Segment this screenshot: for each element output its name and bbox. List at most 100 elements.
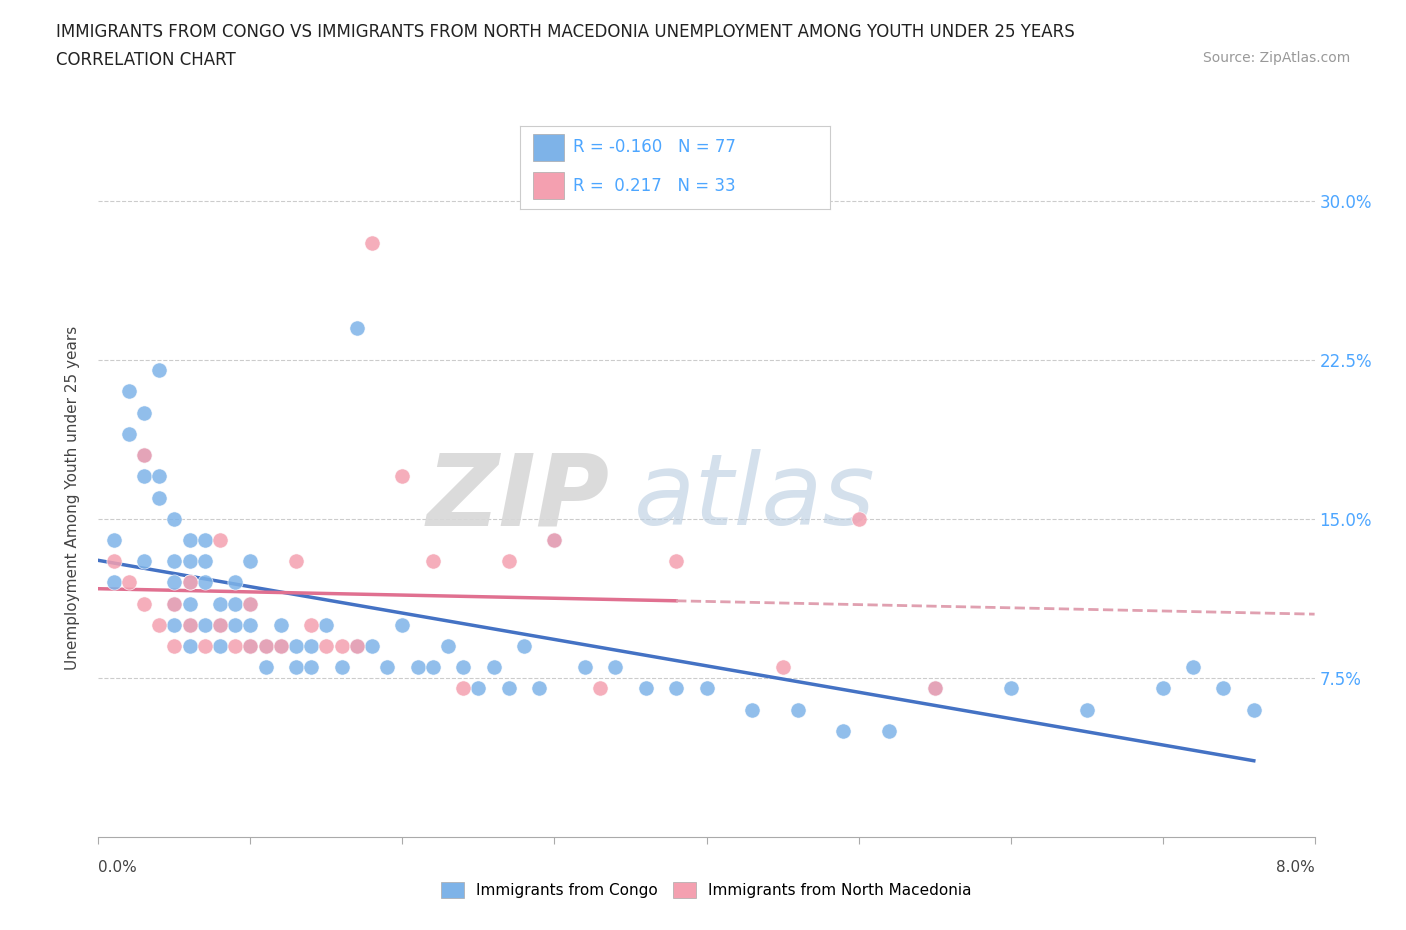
- Point: [924, 681, 946, 696]
- Point: [179, 596, 201, 611]
- Point: [634, 681, 657, 696]
- Point: [453, 660, 475, 675]
- Text: 0.0%: 0.0%: [98, 860, 138, 875]
- Text: Source: ZipAtlas.com: Source: ZipAtlas.com: [1202, 51, 1350, 65]
- Point: [482, 660, 505, 675]
- Point: [589, 681, 612, 696]
- Point: [254, 660, 277, 675]
- Point: [209, 639, 232, 654]
- Text: ZIP: ZIP: [426, 449, 609, 546]
- Point: [772, 660, 794, 675]
- Point: [285, 553, 308, 568]
- Point: [422, 660, 444, 675]
- Point: [132, 553, 155, 568]
- Point: [194, 553, 217, 568]
- Point: [163, 512, 186, 526]
- Point: [254, 639, 277, 654]
- Point: [422, 553, 444, 568]
- Point: [239, 618, 262, 632]
- Point: [103, 575, 125, 590]
- Text: IMMIGRANTS FROM CONGO VS IMMIGRANTS FROM NORTH MACEDONIA UNEMPLOYMENT AMONG YOUT: IMMIGRANTS FROM CONGO VS IMMIGRANTS FROM…: [56, 23, 1076, 41]
- Point: [118, 384, 141, 399]
- Point: [148, 363, 170, 378]
- Point: [224, 639, 246, 654]
- Point: [179, 533, 201, 548]
- Point: [361, 639, 384, 654]
- Bar: [533, 134, 564, 161]
- Point: [132, 405, 155, 420]
- Y-axis label: Unemployment Among Youth under 25 years: Unemployment Among Youth under 25 years: [65, 326, 80, 670]
- Point: [1243, 702, 1265, 717]
- Point: [1000, 681, 1022, 696]
- Point: [224, 618, 246, 632]
- Point: [163, 596, 186, 611]
- Point: [179, 575, 201, 590]
- Point: [239, 639, 262, 654]
- Point: [163, 618, 186, 632]
- Point: [179, 618, 201, 632]
- Point: [315, 639, 337, 654]
- Point: [209, 596, 232, 611]
- Point: [346, 320, 368, 336]
- Point: [118, 575, 141, 590]
- Point: [924, 681, 946, 696]
- Point: [1212, 681, 1234, 696]
- Point: [453, 681, 475, 696]
- Point: [832, 724, 855, 738]
- Point: [163, 639, 186, 654]
- Point: [543, 533, 565, 548]
- Point: [285, 639, 308, 654]
- Point: [741, 702, 763, 717]
- Point: [179, 575, 201, 590]
- Point: [270, 639, 292, 654]
- Point: [299, 618, 322, 632]
- Point: [605, 660, 627, 675]
- Point: [299, 660, 322, 675]
- Point: [194, 533, 217, 548]
- Point: [239, 596, 262, 611]
- Point: [270, 618, 292, 632]
- Point: [543, 533, 565, 548]
- Point: [148, 469, 170, 484]
- Point: [375, 660, 398, 675]
- Point: [285, 660, 308, 675]
- Text: CORRELATION CHART: CORRELATION CHART: [56, 51, 236, 69]
- Point: [163, 553, 186, 568]
- Point: [786, 702, 808, 717]
- Point: [299, 639, 322, 654]
- Point: [179, 618, 201, 632]
- Legend: Immigrants from Congo, Immigrants from North Macedonia: Immigrants from Congo, Immigrants from N…: [434, 876, 979, 904]
- Point: [179, 639, 201, 654]
- Point: [132, 469, 155, 484]
- Point: [529, 681, 551, 696]
- Point: [361, 235, 384, 250]
- Point: [346, 639, 368, 654]
- Point: [848, 512, 870, 526]
- Point: [103, 533, 125, 548]
- Point: [498, 681, 520, 696]
- Point: [574, 660, 596, 675]
- Text: atlas: atlas: [634, 449, 875, 546]
- Text: R =  0.217   N = 33: R = 0.217 N = 33: [572, 177, 735, 194]
- Point: [665, 681, 688, 696]
- Point: [148, 618, 170, 632]
- Point: [1152, 681, 1174, 696]
- Point: [391, 469, 413, 484]
- Point: [437, 639, 460, 654]
- Point: [163, 596, 186, 611]
- Point: [406, 660, 429, 675]
- Point: [209, 618, 232, 632]
- Point: [239, 639, 262, 654]
- Point: [239, 596, 262, 611]
- Point: [1181, 660, 1204, 675]
- Point: [118, 427, 141, 442]
- Point: [270, 639, 292, 654]
- Point: [224, 596, 246, 611]
- Point: [179, 553, 201, 568]
- Point: [330, 639, 353, 654]
- Point: [132, 447, 155, 462]
- Point: [665, 553, 688, 568]
- Point: [224, 575, 246, 590]
- Bar: [533, 172, 564, 199]
- Point: [209, 618, 232, 632]
